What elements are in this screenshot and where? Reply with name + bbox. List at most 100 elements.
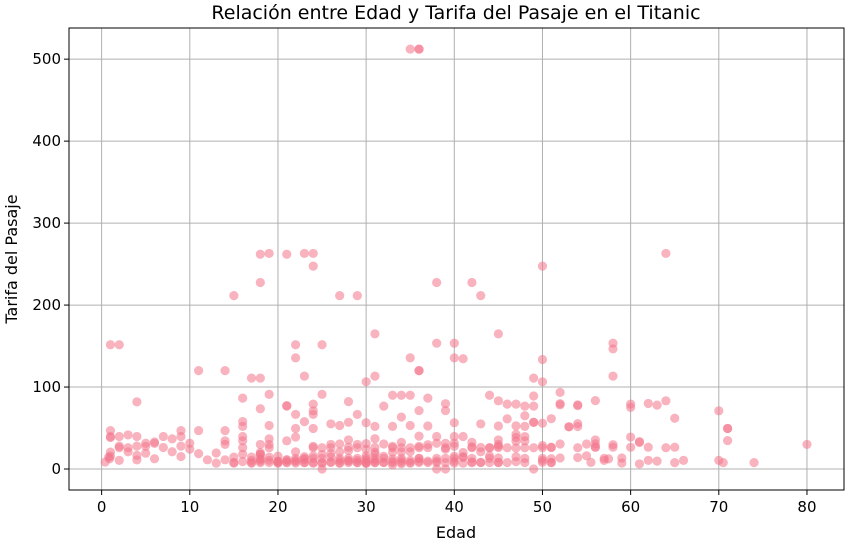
data-point (299, 417, 310, 427)
data-point (449, 451, 459, 461)
data-point (449, 418, 459, 428)
data-point (238, 436, 248, 446)
data-point (564, 422, 574, 432)
data-point (229, 457, 239, 468)
data-point (476, 457, 486, 467)
data-point (529, 417, 539, 427)
data-point (238, 421, 248, 431)
data-point (520, 401, 530, 411)
data-point (476, 291, 486, 301)
data-point (352, 453, 362, 463)
data-point (176, 441, 186, 451)
data-point (511, 443, 521, 453)
y-axis-label: Tarifa del Pasaje (2, 194, 21, 324)
data-point (520, 421, 530, 431)
data-point (361, 418, 371, 428)
data-point (529, 391, 539, 401)
data-point (643, 398, 653, 409)
data-point (670, 458, 680, 468)
data-point (529, 401, 539, 411)
data-point (520, 411, 530, 421)
data-point (387, 447, 398, 457)
data-point (176, 451, 186, 462)
data-point (405, 420, 415, 431)
data-points (100, 44, 812, 474)
data-point (529, 373, 539, 383)
data-point (335, 447, 345, 457)
data-point (176, 431, 186, 442)
data-point (590, 395, 600, 406)
data-point (405, 443, 415, 453)
data-point (537, 377, 548, 387)
data-point (308, 261, 318, 271)
data-point (432, 277, 442, 288)
data-point (423, 421, 433, 431)
data-point (476, 419, 486, 429)
data-point (396, 453, 406, 463)
x-tick-label: 20 (268, 498, 287, 516)
data-point (114, 443, 124, 453)
data-point (308, 248, 318, 259)
data-point (317, 389, 327, 399)
data-point (246, 458, 257, 468)
data-point (440, 453, 451, 463)
data-point (105, 432, 116, 443)
data-point (361, 377, 371, 387)
data-point (194, 366, 204, 376)
data-point (511, 421, 521, 431)
data-point (132, 455, 142, 465)
data-point (458, 447, 468, 458)
data-point (626, 432, 636, 442)
data-point (220, 436, 230, 446)
data-point (581, 439, 592, 449)
data-point (352, 291, 362, 301)
data-point (158, 442, 168, 453)
data-point (432, 438, 442, 448)
data-point (643, 455, 653, 466)
y-tick-label: 400 (32, 132, 61, 150)
data-point (220, 425, 230, 436)
data-point (308, 399, 318, 409)
x-tick-label: 30 (357, 498, 376, 516)
data-point (202, 455, 213, 465)
data-point (273, 456, 283, 467)
data-point (652, 400, 662, 410)
data-point (123, 430, 133, 440)
data-point (264, 420, 274, 431)
data-point (317, 340, 327, 350)
data-point (387, 421, 398, 431)
data-point (634, 459, 645, 469)
data-point (634, 437, 645, 448)
data-point (423, 440, 433, 450)
data-point (643, 442, 653, 452)
data-point (529, 443, 539, 453)
data-point (493, 396, 503, 406)
data-point (308, 423, 318, 434)
data-point (141, 441, 151, 451)
data-point (405, 353, 415, 363)
data-point (537, 418, 548, 428)
data-point (290, 447, 301, 457)
data-point (802, 439, 812, 450)
data-point (423, 456, 433, 466)
data-point (493, 421, 503, 431)
x-tick-label: 80 (797, 498, 816, 516)
data-point (255, 277, 265, 288)
data-point (493, 329, 503, 339)
data-point (581, 451, 592, 461)
data-point (476, 442, 486, 453)
data-point (449, 431, 459, 442)
data-point (414, 431, 424, 441)
data-point (670, 413, 680, 423)
data-point (449, 353, 459, 363)
data-point (370, 434, 380, 444)
data-point (458, 431, 468, 442)
data-point (387, 454, 398, 464)
data-point (432, 464, 442, 474)
data-point (586, 457, 596, 467)
data-point (608, 371, 618, 381)
y-tick-label: 300 (32, 214, 61, 232)
data-point (132, 441, 142, 451)
data-point (537, 453, 548, 463)
data-point (555, 400, 565, 410)
